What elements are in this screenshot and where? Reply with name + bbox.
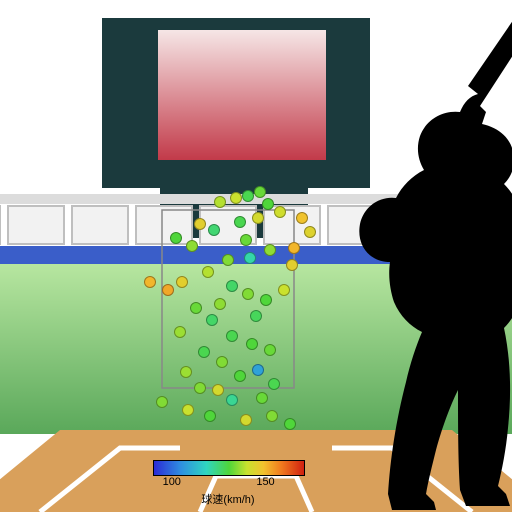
pitch-marker bbox=[268, 378, 280, 390]
pitch-marker bbox=[250, 310, 262, 322]
pitch-marker bbox=[254, 186, 266, 198]
pitch-marker bbox=[274, 206, 286, 218]
pitch-marker bbox=[244, 252, 256, 264]
pitch-marker bbox=[240, 234, 252, 246]
pitch-marker bbox=[170, 232, 182, 244]
pitch-marker bbox=[234, 370, 246, 382]
legend-tick: 100 bbox=[163, 476, 181, 488]
pitch-marker bbox=[186, 240, 198, 252]
legend-color-bar bbox=[153, 460, 305, 476]
pitch-marker bbox=[266, 410, 278, 422]
pitch-marker bbox=[194, 382, 206, 394]
pitch-marker bbox=[226, 280, 238, 292]
velocity-legend: 100 150 球速(km/h) bbox=[153, 460, 303, 507]
pitch-marker bbox=[234, 216, 246, 228]
pitch-marker bbox=[288, 242, 300, 254]
pitch-marker bbox=[256, 392, 268, 404]
pitch-marker bbox=[216, 356, 228, 368]
pitch-marker bbox=[206, 314, 218, 326]
pitch-marker bbox=[226, 394, 238, 406]
pitch-marker bbox=[180, 366, 192, 378]
pitch-marker bbox=[242, 190, 254, 202]
pitch-marker bbox=[286, 259, 298, 271]
scoreboard-screen bbox=[158, 30, 326, 160]
pitch-marker bbox=[260, 294, 272, 306]
pitch-marker bbox=[296, 212, 308, 224]
pitch-location-chart: { "canvas": { "w": 512, "h": 512 }, "bac… bbox=[0, 0, 512, 512]
pitch-marker bbox=[144, 276, 156, 288]
pitch-marker bbox=[264, 244, 276, 256]
pitch-marker bbox=[264, 344, 276, 356]
pitch-marker bbox=[204, 410, 216, 422]
pitch-marker bbox=[212, 384, 224, 396]
pitch-marker bbox=[214, 298, 226, 310]
legend-label: 球速(km/h) bbox=[153, 491, 303, 507]
pitch-marker bbox=[226, 330, 238, 342]
pitch-marker bbox=[174, 326, 186, 338]
pitch-marker bbox=[240, 414, 252, 426]
pitch-marker bbox=[198, 346, 210, 358]
pitch-marker bbox=[246, 338, 258, 350]
pitch-marker bbox=[208, 224, 220, 236]
legend-ticks: 100 150 bbox=[153, 476, 303, 490]
pitch-marker bbox=[190, 302, 202, 314]
pitch-marker bbox=[278, 284, 290, 296]
pitch-marker bbox=[252, 364, 264, 376]
pitch-marker bbox=[222, 254, 234, 266]
pitch-marker bbox=[284, 418, 296, 430]
pitch-marker bbox=[194, 218, 206, 230]
pitch-marker bbox=[162, 284, 174, 296]
pitch-marker bbox=[230, 192, 242, 204]
legend-tick: 150 bbox=[256, 476, 274, 488]
pitch-marker bbox=[214, 196, 226, 208]
pitch-marker bbox=[176, 276, 188, 288]
pitch-marker bbox=[242, 288, 254, 300]
batter-silhouette bbox=[310, 20, 512, 510]
pitch-marker bbox=[156, 396, 168, 408]
pitch-marker bbox=[252, 212, 264, 224]
pitch-marker bbox=[262, 198, 274, 210]
pitch-marker bbox=[202, 266, 214, 278]
pitch-marker bbox=[182, 404, 194, 416]
